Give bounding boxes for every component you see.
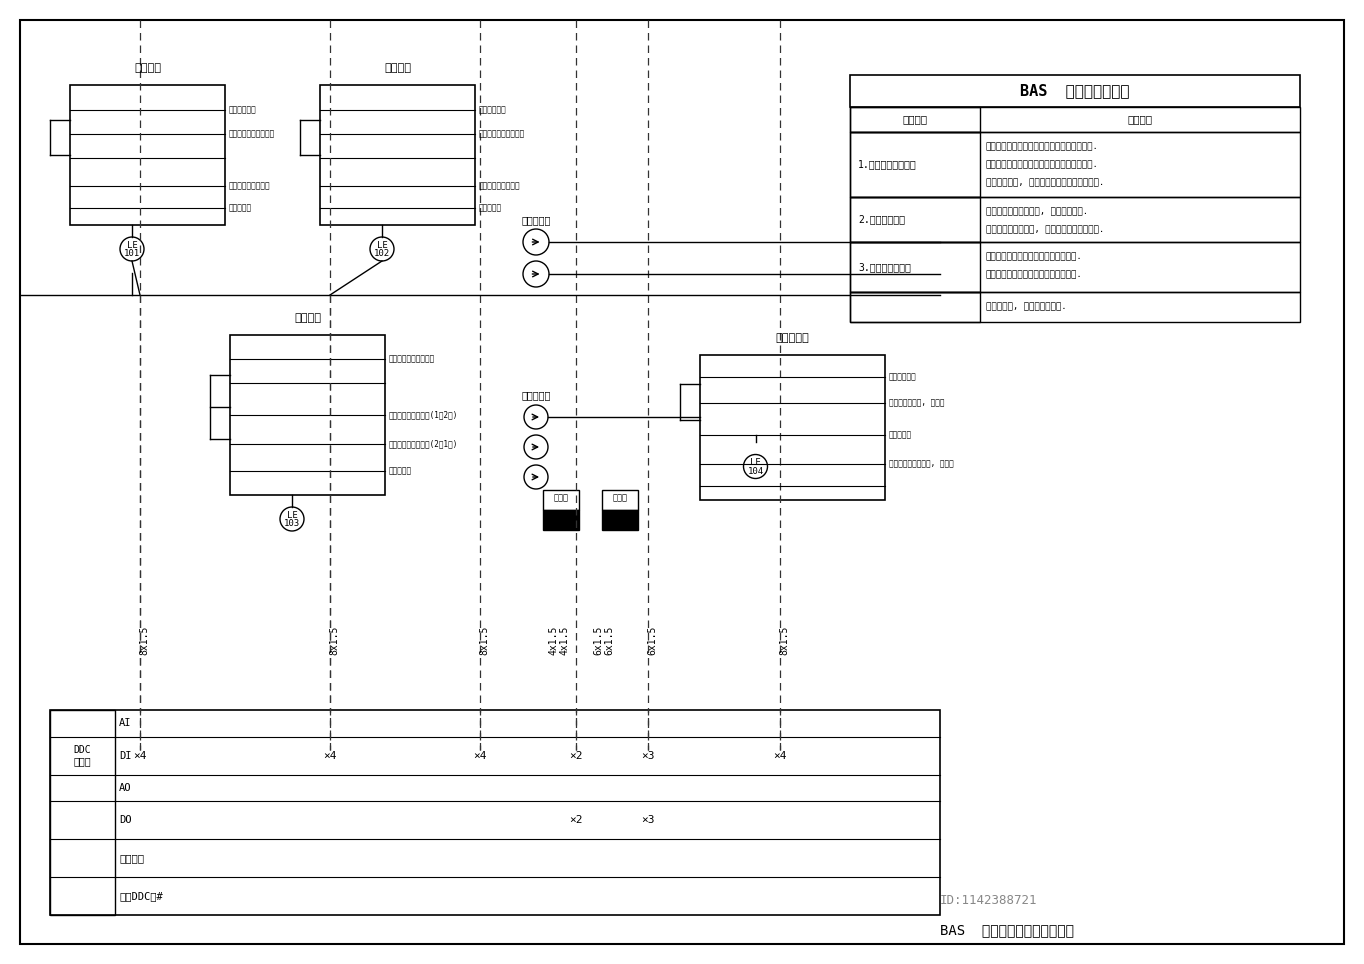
Text: 8x1.5: 8x1.5 <box>329 626 340 655</box>
Text: 接入DDC柜#: 接入DDC柜# <box>119 891 162 901</box>
Text: 生活水箱水位低于启泵水位时自动启动生活泵.: 生活水箱水位低于启泵水位时自动启动生活泵. <box>986 142 1099 151</box>
Text: DDC
控制柜: DDC 控制柜 <box>74 745 91 766</box>
Text: AO: AO <box>119 783 131 793</box>
Text: 6x1.5: 6x1.5 <box>647 626 657 655</box>
Text: ×3: ×3 <box>641 816 655 825</box>
Text: BAS  生活给水系统监控系统图: BAS 生活给水系统监控系统图 <box>940 923 1073 937</box>
Text: 根据工艺要求, 循环水泵可行台组及控制柜等.: 根据工艺要求, 循环水泵可行台组及控制柜等. <box>986 178 1105 187</box>
Text: 高区生活高液警报水位: 高区生活高液警报水位 <box>479 129 525 139</box>
Text: AI: AI <box>119 718 131 728</box>
Bar <box>543 510 578 530</box>
Bar <box>231 335 385 495</box>
Text: LE: LE <box>127 240 138 250</box>
Bar <box>602 510 638 530</box>
Text: 进水极低液警报水位, 补液管: 进水极低液警报水位, 补液管 <box>889 459 953 469</box>
Text: LE: LE <box>286 511 297 520</box>
Bar <box>321 85 475 225</box>
Bar <box>850 132 979 197</box>
Text: ×3: ×3 <box>641 751 655 761</box>
Text: 中区生活泵: 中区生活泵 <box>521 390 551 400</box>
Text: 大楼蓄水池: 大楼蓄水池 <box>776 333 809 343</box>
Text: DI: DI <box>119 751 131 761</box>
Text: ×4: ×4 <box>473 751 487 761</box>
Bar <box>850 292 1300 322</box>
Text: 高区生活液停泵水位: 高区生活液停泵水位 <box>479 181 521 190</box>
Text: 控制方式: 控制方式 <box>1128 115 1153 124</box>
Text: 高区生活高液警报水位: 高区生活高液警报水位 <box>229 129 276 139</box>
Bar <box>700 355 885 500</box>
Bar <box>543 490 578 510</box>
Bar <box>850 75 1300 107</box>
Text: 101: 101 <box>124 250 140 258</box>
Text: ×2: ×2 <box>569 816 582 825</box>
Text: 1.水箱水位自动控制: 1.水箱水位自动控制 <box>858 159 917 170</box>
Text: 管柜编号: 管柜编号 <box>119 853 145 863</box>
Text: 高区生活泵: 高区生活泵 <box>521 215 551 225</box>
Text: 低液警水位: 低液警水位 <box>889 430 913 440</box>
Text: 103: 103 <box>284 520 300 528</box>
Text: 高区生活液停泵水位: 高区生活液停泵水位 <box>229 181 270 190</box>
Bar <box>50 710 115 915</box>
Bar <box>850 292 979 322</box>
Text: 高液水位报警: 高液水位报警 <box>889 372 917 381</box>
Bar <box>850 107 979 132</box>
Text: 自动统计设备工作时间, 显示实时数据.: 自动统计设备工作时间, 显示实时数据. <box>986 207 1088 216</box>
Bar <box>50 710 940 915</box>
Text: 高液水位报警: 高液水位报警 <box>479 106 507 115</box>
Text: LE: LE <box>750 458 761 467</box>
Text: 3.多点检测及报警: 3.多点检测及报警 <box>858 262 911 272</box>
Text: 中区生活液启泵水位(1用2备): 中区生活液启泵水位(1用2备) <box>389 411 458 419</box>
Text: 2.泵备品转控制: 2.泵备品转控制 <box>858 215 904 225</box>
Text: 低液警水位: 低液警水位 <box>479 203 502 213</box>
Text: 高区水箱: 高区水箱 <box>134 63 161 73</box>
Text: ×4: ×4 <box>773 751 787 761</box>
Text: 监控内容: 监控内容 <box>903 115 928 124</box>
Text: 4x1.5
4x1.5: 4x1.5 4x1.5 <box>548 626 570 655</box>
Text: 104: 104 <box>747 467 764 476</box>
Bar <box>850 242 979 292</box>
Text: ×4: ×4 <box>323 751 337 761</box>
Text: 8x1.5: 8x1.5 <box>139 626 149 655</box>
Text: 102: 102 <box>374 250 390 258</box>
Text: 断电箱: 断电箱 <box>554 493 569 502</box>
Bar <box>850 132 1300 197</box>
Text: 中区生活液高警报水位: 中区生活液高警报水位 <box>389 355 435 363</box>
Bar <box>70 85 225 225</box>
Text: DO: DO <box>119 816 131 825</box>
Text: 生活水箱水位高于蓄警水位时自动报警.: 生活水箱水位高于蓄警水位时自动报警. <box>986 252 1083 261</box>
Bar <box>850 107 1300 132</box>
Bar <box>602 490 638 510</box>
Text: LE: LE <box>376 240 387 250</box>
Text: 断电箱: 断电箱 <box>612 493 627 502</box>
Text: 6x1.5
6x1.5: 6x1.5 6x1.5 <box>593 626 615 655</box>
Text: 根据每台泵运行时间, 自动确定交运与备用泵.: 根据每台泵运行时间, 自动确定交运与备用泵. <box>986 225 1105 234</box>
Text: 生活液停泵水位, 补水管: 生活液停泵水位, 补水管 <box>889 398 944 408</box>
Text: ID:1142388721: ID:1142388721 <box>940 894 1038 906</box>
Text: 生活水箱水位高于停泵水位时自动停止生活泵.: 生活水箱水位高于停泵水位时自动停止生活泵. <box>986 160 1099 169</box>
Text: 8x1.5: 8x1.5 <box>479 626 490 655</box>
Text: 低液警水位: 低液警水位 <box>389 467 412 475</box>
Bar <box>850 197 979 242</box>
Text: 高液水位报警: 高液水位报警 <box>229 106 256 115</box>
Text: ×2: ×2 <box>569 751 582 761</box>
Bar <box>850 197 1300 242</box>
Bar <box>850 242 1300 292</box>
Text: 低液警水位: 低液警水位 <box>229 203 252 213</box>
Text: 高区水箱: 高区水箱 <box>385 63 411 73</box>
Text: BAS  监控主要功能表: BAS 监控主要功能表 <box>1020 84 1129 98</box>
Text: 中区水箱: 中区水箱 <box>295 313 321 323</box>
Text: 8x1.5: 8x1.5 <box>779 626 788 655</box>
Text: 如取消水箱, 可采用恒压供水.: 如取消水箱, 可采用恒压供水. <box>986 303 1067 311</box>
Text: ×4: ×4 <box>134 751 147 761</box>
Text: 生活水箱水位低于低低水位时自动报警.: 生活水箱水位低于低低水位时自动报警. <box>986 270 1083 279</box>
Text: 中区生活液启泵水位(2用1备): 中区生活液启泵水位(2用1备) <box>389 440 458 448</box>
